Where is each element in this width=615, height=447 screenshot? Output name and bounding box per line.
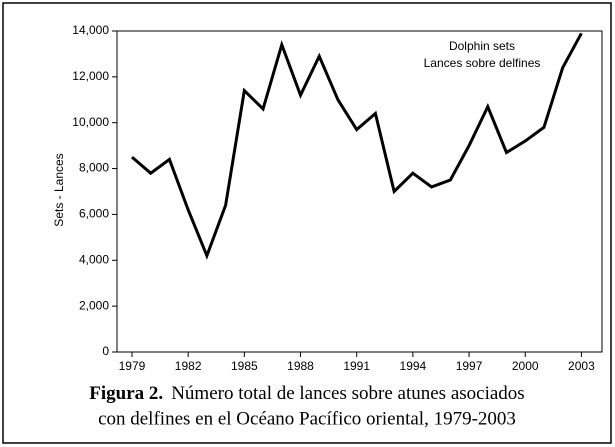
- y-axis-label: Sets - Lances: [52, 153, 66, 226]
- caption-line: Número total de lances sobre atunes asoc…: [171, 383, 525, 404]
- annotation: Lances sobre delfines: [424, 56, 541, 70]
- y-tick-label: 6,000: [79, 207, 109, 221]
- y-tick-label: 4,000: [79, 252, 109, 266]
- caption-line: con delfines en el Océano Pacífico orien…: [98, 408, 516, 429]
- data-line: [131, 32, 583, 260]
- y-tick-label: 14,000: [72, 23, 109, 37]
- y-tick-label: 10,000: [72, 115, 109, 129]
- caption-label: Figura 2.: [89, 383, 163, 404]
- x-tick-label: 1997: [456, 359, 483, 373]
- annotation: Dolphin sets: [449, 39, 515, 53]
- plot-frame: [116, 30, 603, 353]
- x-tick-label: 1991: [343, 359, 370, 373]
- caption: Figura 2. Número total de lances sobre at…: [89, 383, 524, 404]
- y-tick-label: 12,000: [72, 69, 109, 83]
- x-tick-label: 1979: [119, 359, 146, 373]
- y-tick-label: 0: [102, 344, 109, 358]
- x-tick-label: 1982: [175, 359, 202, 373]
- y-tick-label: 2,000: [79, 298, 109, 312]
- x-tick-label: 2000: [512, 359, 539, 373]
- x-tick-label: 1994: [400, 359, 427, 373]
- y-tick-label: 8,000: [79, 161, 109, 175]
- x-tick-label: 1988: [287, 359, 314, 373]
- x-tick-label: 2003: [568, 359, 595, 373]
- x-tick-label: 1985: [231, 359, 258, 373]
